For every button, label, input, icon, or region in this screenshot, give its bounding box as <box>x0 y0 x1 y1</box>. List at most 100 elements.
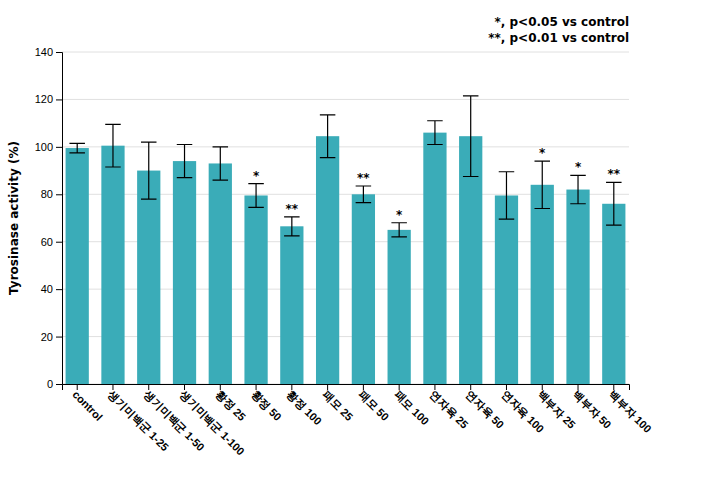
bar <box>280 226 303 384</box>
tick: 60 <box>41 236 62 248</box>
error-bars <box>69 96 621 237</box>
significance-label: ** <box>608 167 621 181</box>
error-bar <box>463 96 479 177</box>
error-bar <box>248 184 264 208</box>
bar <box>495 195 518 384</box>
tick: 백부자 50 <box>571 384 614 431</box>
tick-mark <box>56 384 62 385</box>
error-bar <box>570 175 586 203</box>
tick-label: 120 <box>35 93 53 105</box>
bar <box>137 171 160 384</box>
tick-label: 패모 50 <box>356 388 391 423</box>
tick-label: 생기미백군 1-50 <box>141 387 207 453</box>
error-bar <box>499 172 515 219</box>
bar <box>531 185 554 384</box>
tick: 120 <box>35 93 62 105</box>
bar <box>423 133 446 384</box>
tick-label: 140 <box>35 46 53 58</box>
error-bar <box>356 186 372 203</box>
tick: 생기미백군 1-25 <box>105 384 171 453</box>
significance-label: * <box>575 160 582 174</box>
tick: 생기미백군 1-100 <box>177 384 247 458</box>
tick: 패모 25 <box>321 384 356 423</box>
error-bar <box>213 147 229 180</box>
tick-label: 생기미백군 1-25 <box>105 387 171 453</box>
tick: 황정 25 <box>213 384 248 423</box>
chart: 0 20 40 60 80 100 120 140 control생기미백군 1-25생기미백군… <box>0 0 719 484</box>
significance-label: * <box>539 146 546 160</box>
bar <box>388 230 411 384</box>
bars <box>66 133 626 384</box>
bar <box>316 136 339 384</box>
tick: 백부자 25 <box>535 384 578 431</box>
error-bar <box>141 142 157 199</box>
tick: 0 <box>47 378 62 390</box>
tick: 패모 100 <box>392 384 431 427</box>
tick-label: 백부자 100 <box>607 388 654 435</box>
tick-mark <box>56 99 62 100</box>
tick: control <box>70 384 105 423</box>
tick-mark <box>56 337 62 338</box>
tick: 황정 50 <box>249 384 284 423</box>
tick-mark <box>56 289 62 290</box>
grid-line <box>62 99 629 100</box>
tick-label: 80 <box>41 188 53 200</box>
bar <box>566 190 589 384</box>
significance-label: * <box>253 169 260 183</box>
tick: 20 <box>41 331 62 343</box>
error-bar <box>535 161 551 208</box>
significance-label: ** <box>357 171 370 185</box>
significance: ********** <box>253 146 621 222</box>
tick: 패모 50 <box>356 384 391 423</box>
tick: 100 <box>35 141 62 153</box>
bar <box>209 163 232 384</box>
tick-mark <box>56 52 62 53</box>
y-axis-title: Tyrosinase activity (%) <box>7 141 21 295</box>
note: **, p<0.01 vs control <box>488 31 629 45</box>
bar <box>602 204 625 384</box>
bar <box>352 194 375 384</box>
significance-label: * <box>396 208 403 222</box>
grid <box>62 52 629 384</box>
tick-label: 패모 25 <box>321 388 356 423</box>
tick-label: 황정 50 <box>249 388 284 423</box>
tick-mark <box>56 147 62 148</box>
bar <box>101 146 124 384</box>
tick-mark <box>56 242 62 243</box>
tick-label: 0 <box>47 378 53 390</box>
bar <box>173 161 196 384</box>
tick: 40 <box>41 283 62 295</box>
error-bar <box>320 115 336 158</box>
axis-line <box>56 53 63 385</box>
tick-mark <box>56 194 62 195</box>
significance-label: ** <box>286 202 299 216</box>
tick-label: control <box>70 388 105 423</box>
tick: 생기미백군 1-50 <box>141 384 207 453</box>
tick-label: 백부자 25 <box>535 388 578 431</box>
tick: 백부자 100 <box>607 384 654 435</box>
error-bar <box>391 223 407 237</box>
error-bar <box>606 182 622 225</box>
tick-label: 백부자 50 <box>571 388 614 431</box>
tick: 황정 100 <box>285 384 324 427</box>
tick: 80 <box>41 188 62 200</box>
tick-label: 패모 100 <box>392 388 431 427</box>
notes: *, p<0.05 vs control **, p<0.01 vs contro… <box>488 15 629 45</box>
tick: 연자육 50 <box>464 384 507 431</box>
bar <box>66 148 89 384</box>
tick: 140 <box>35 46 62 58</box>
tick-label: 40 <box>41 283 53 295</box>
x-axis: control생기미백군 1-25생기미백군 1-50생기미백군 1-100황정… <box>63 384 654 458</box>
tick-label: 생기미백군 1-100 <box>177 387 247 457</box>
bar <box>244 195 267 384</box>
tick-label: 황정 100 <box>285 388 324 427</box>
tick-label: 연자육 50 <box>464 388 507 431</box>
error-bar <box>69 143 85 152</box>
error-bar <box>105 124 121 167</box>
tick-label: 60 <box>41 236 53 248</box>
tick-label: 100 <box>35 141 53 153</box>
tick-label: 20 <box>41 331 53 343</box>
plot: 0 20 40 60 80 100 120 140 control생기미백군 1-25생기미백군… <box>7 15 654 458</box>
note: *, p<0.05 vs control <box>495 15 630 29</box>
marks <box>66 96 626 384</box>
